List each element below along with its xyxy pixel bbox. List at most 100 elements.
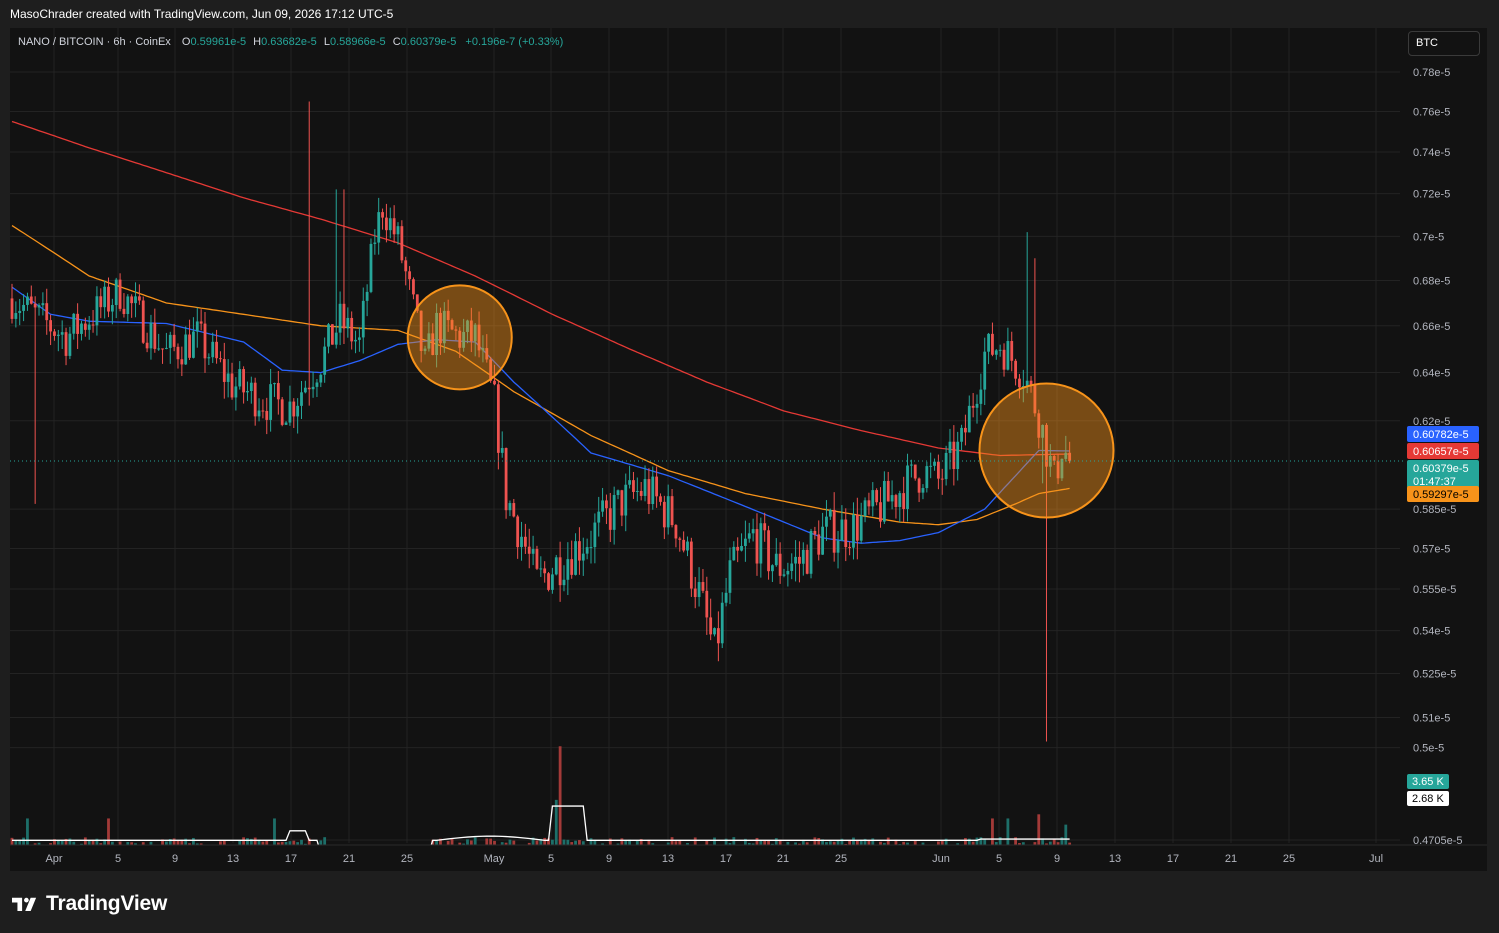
candle-body bbox=[894, 495, 898, 507]
candle-body bbox=[33, 303, 37, 308]
price-axis-label: 0.72e-5 bbox=[1413, 189, 1450, 201]
time-axis-label: 13 bbox=[1109, 853, 1121, 865]
candle-body bbox=[620, 490, 624, 516]
candle-body bbox=[813, 530, 817, 535]
candle-body bbox=[334, 332, 338, 345]
candle-body bbox=[72, 313, 76, 334]
candle-body bbox=[763, 523, 767, 531]
candle-body bbox=[385, 217, 388, 231]
candle-body bbox=[226, 373, 230, 382]
candle-body bbox=[134, 296, 137, 304]
candle-body bbox=[361, 300, 365, 338]
candle-body bbox=[153, 322, 157, 349]
candle-body bbox=[933, 461, 936, 466]
candle-body bbox=[693, 588, 697, 598]
tradingview-logo[interactable]: TradingView bbox=[12, 890, 167, 918]
time-axis-label: 13 bbox=[227, 853, 239, 865]
symbol-title[interactable]: NANO / BITCOIN · 6h · CoinEx bbox=[18, 36, 171, 48]
candle-body bbox=[423, 348, 427, 351]
candle-body bbox=[960, 427, 963, 442]
time-axis-label: 25 bbox=[1283, 853, 1295, 865]
candle-body bbox=[659, 496, 662, 502]
price-axis-label: 0.78e-5 bbox=[1413, 67, 1450, 79]
candle-body bbox=[373, 242, 377, 244]
open-value: 0.59961e-5 bbox=[190, 36, 247, 48]
candle-body bbox=[516, 516, 520, 548]
tradingview-wordmark: TradingView bbox=[46, 892, 168, 915]
candle-body bbox=[392, 218, 396, 235]
time-axis-label: 21 bbox=[777, 853, 789, 865]
candle-body bbox=[1014, 360, 1017, 379]
candle-body bbox=[415, 294, 419, 311]
candle-body bbox=[53, 331, 56, 336]
price-chart[interactable]: 0.78e-5 0.76e-5 0.74e-5 0.72e-5 0.7e-5 0.68e-… bbox=[10, 28, 1487, 871]
price-tag bbox=[1407, 426, 1479, 442]
time-axis-label: 17 bbox=[720, 853, 732, 865]
candle-body bbox=[678, 538, 682, 540]
candle-body bbox=[76, 313, 80, 334]
candle-body bbox=[782, 574, 786, 576]
candle-body bbox=[180, 359, 184, 365]
candle-body bbox=[898, 493, 902, 507]
volume-bar bbox=[273, 818, 276, 870]
candle-body bbox=[832, 509, 836, 553]
candle-body bbox=[724, 592, 728, 603]
candle-body bbox=[242, 369, 245, 393]
candle-body bbox=[605, 500, 608, 509]
candle-body bbox=[215, 341, 218, 359]
candle-body bbox=[49, 320, 52, 332]
candle-body bbox=[45, 303, 49, 321]
candle-body bbox=[821, 526, 824, 555]
candle-body bbox=[805, 549, 809, 574]
candle-body bbox=[844, 519, 848, 548]
candle-body bbox=[817, 534, 821, 555]
price-axis-label: 0.76e-5 bbox=[1413, 106, 1450, 118]
candle-body bbox=[103, 286, 107, 308]
candle-body bbox=[728, 560, 732, 593]
candle-body bbox=[655, 476, 659, 497]
candle-body bbox=[593, 522, 597, 548]
candle-body bbox=[848, 547, 852, 549]
candle-body bbox=[956, 441, 960, 470]
time-axis-label: 5 bbox=[996, 853, 1002, 865]
candle-body bbox=[909, 464, 913, 466]
candle-body bbox=[913, 464, 917, 479]
candle-body bbox=[126, 296, 130, 314]
price-tag-label: 0.59297e-5 bbox=[1413, 489, 1469, 501]
candle-body bbox=[1060, 458, 1064, 479]
ma-red-line bbox=[11, 120, 1070, 457]
candle-body bbox=[238, 369, 242, 387]
candle-body bbox=[485, 348, 489, 360]
candle-body bbox=[246, 390, 249, 393]
candle-body bbox=[408, 271, 411, 280]
candle-body bbox=[940, 478, 944, 480]
candle-body bbox=[937, 461, 940, 479]
candle-body bbox=[520, 536, 523, 548]
candle-body bbox=[994, 350, 998, 355]
candle-body bbox=[547, 573, 550, 590]
candle-body bbox=[203, 323, 207, 359]
candle-body bbox=[531, 549, 535, 554]
candle-body bbox=[825, 516, 828, 527]
currency-button[interactable]: BTC bbox=[1408, 31, 1480, 56]
candle-body bbox=[493, 380, 496, 385]
candle-body bbox=[882, 480, 886, 522]
chart-panel[interactable]: 0.78e-5 0.76e-5 0.74e-5 0.72e-5 0.7e-5 0.68e-… bbox=[10, 28, 1487, 871]
candle-body bbox=[315, 382, 319, 387]
grid bbox=[10, 28, 1400, 843]
candle-body bbox=[149, 322, 153, 349]
candle-body bbox=[118, 279, 122, 309]
candle-body bbox=[612, 495, 616, 530]
candle-body bbox=[14, 313, 18, 319]
candle-body bbox=[145, 342, 149, 349]
candle-body bbox=[979, 389, 983, 404]
candle-body bbox=[439, 312, 442, 344]
candle-body bbox=[1006, 341, 1010, 370]
candle-body bbox=[551, 574, 554, 590]
candle-body bbox=[130, 296, 134, 304]
time-axis-label: 25 bbox=[401, 853, 413, 865]
price-axis-label: 0.525e-5 bbox=[1413, 668, 1456, 680]
candle-body bbox=[871, 490, 875, 507]
candle-body bbox=[666, 496, 670, 528]
candle-body bbox=[925, 466, 929, 489]
